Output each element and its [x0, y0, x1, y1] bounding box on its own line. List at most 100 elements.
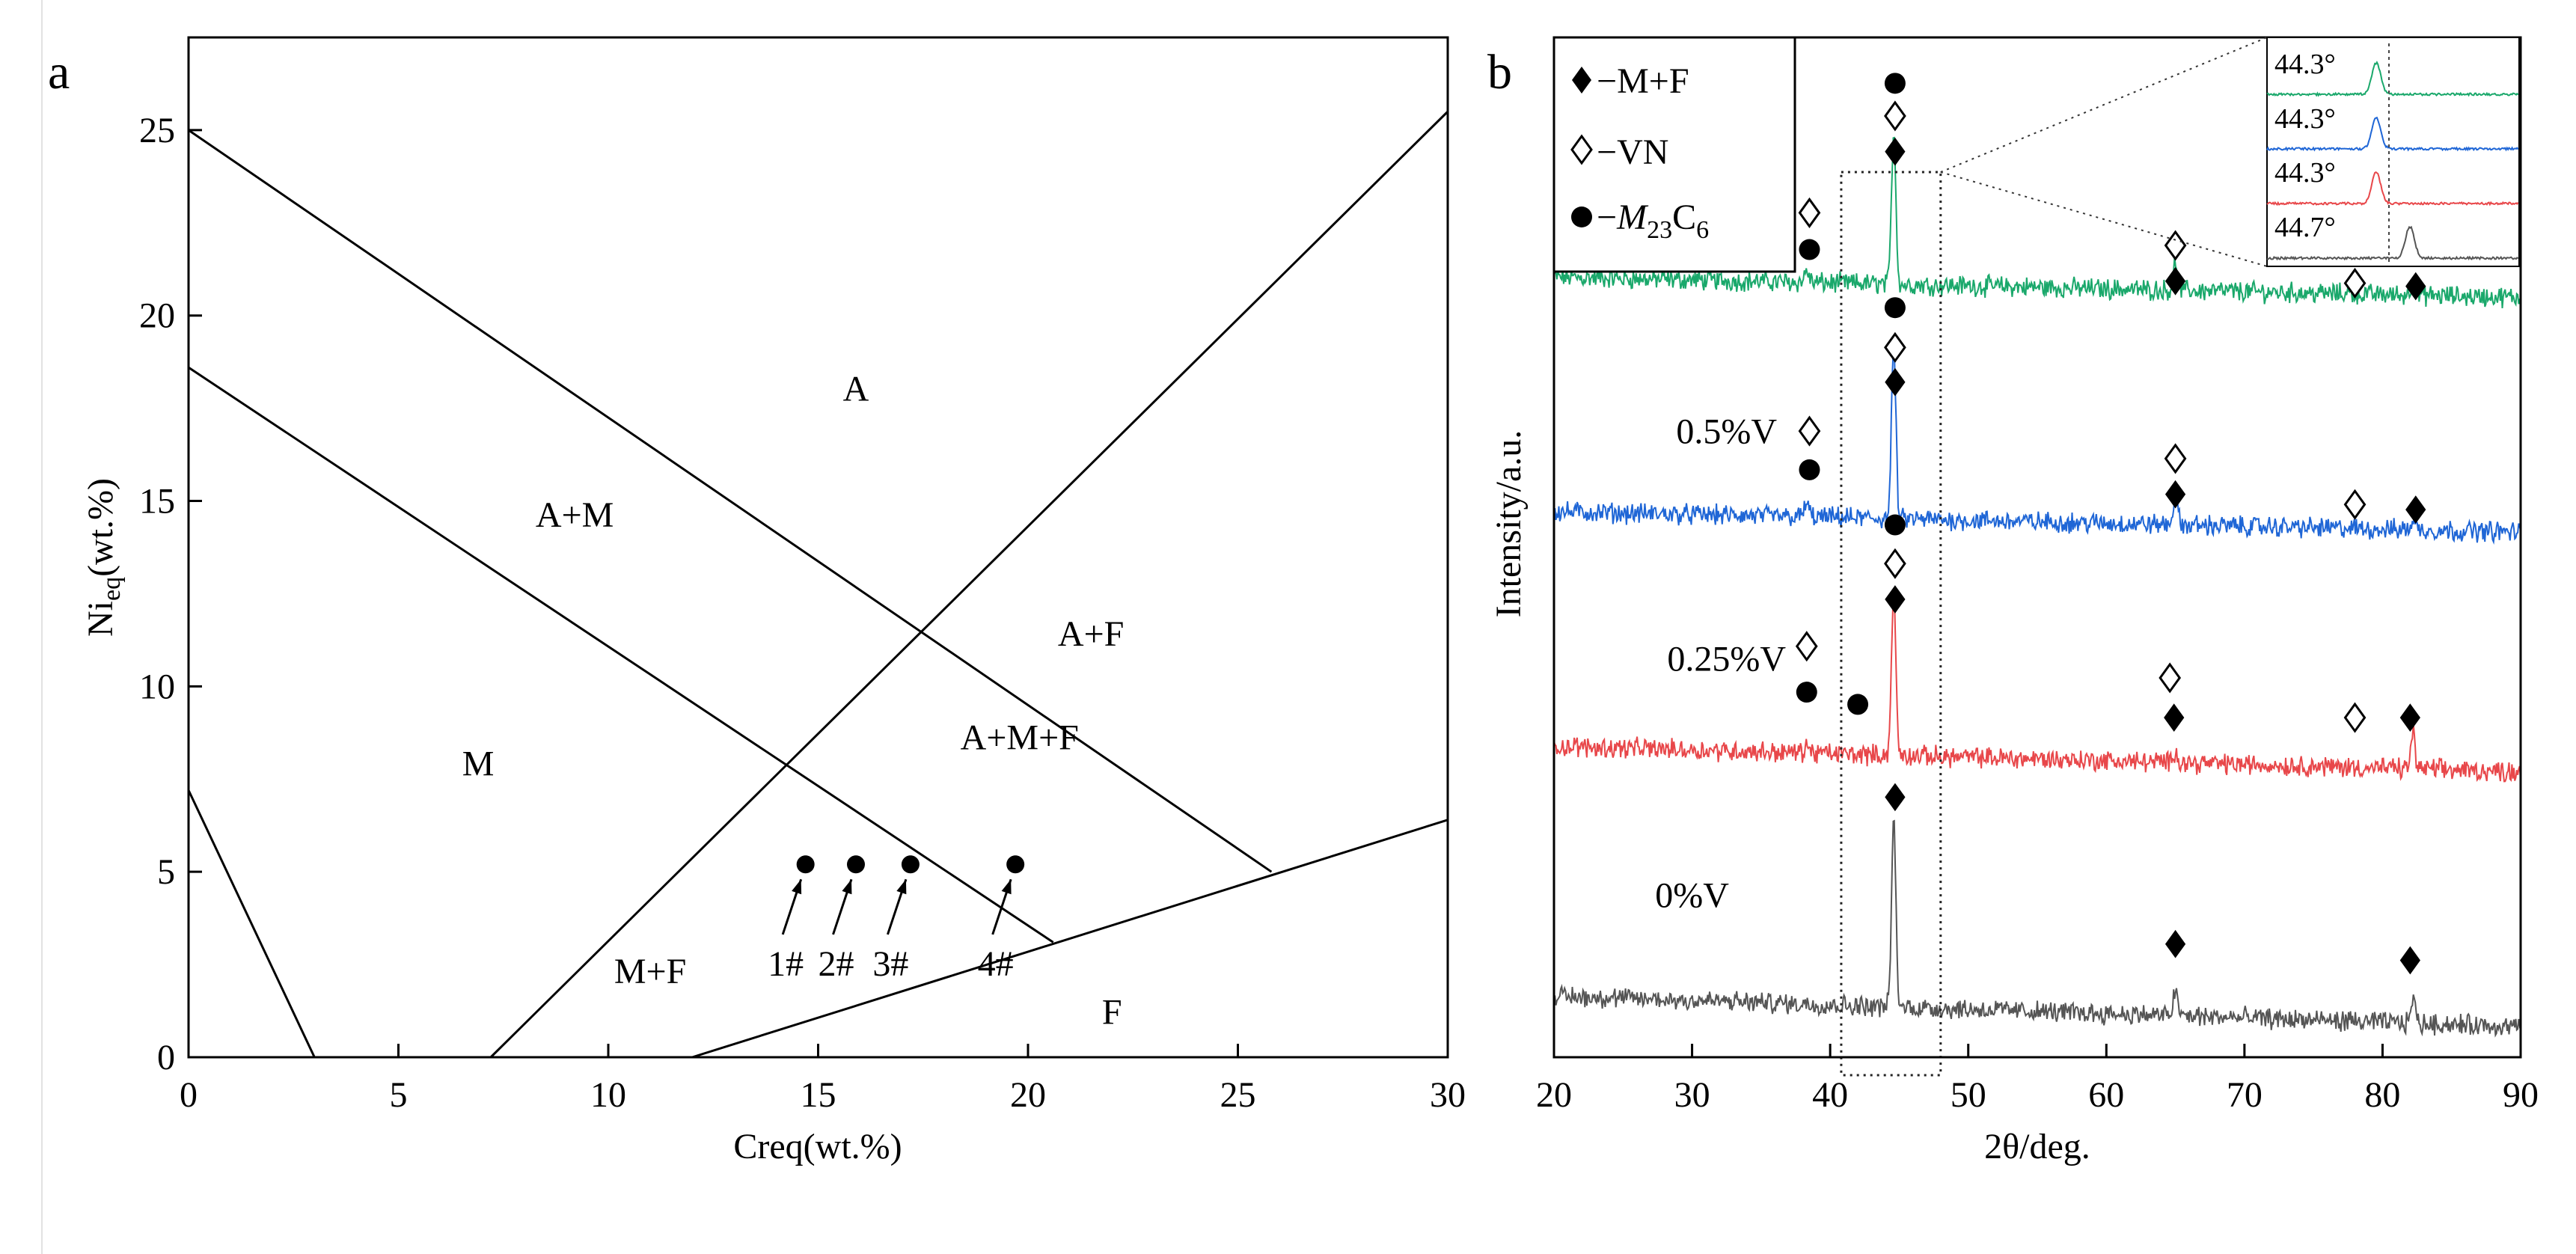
x-tick-label-20: 20 — [1010, 1075, 1046, 1115]
marker-0-5-v-7-diamond-open — [2343, 489, 2367, 520]
xrd-trace-1-v — [1553, 136, 2521, 308]
y-tick-label-25: 25 — [139, 111, 175, 150]
inset-label-4: 44.7° — [2274, 212, 2336, 243]
sample-arrowhead-3 — [896, 879, 907, 895]
region-label-m: M — [462, 744, 495, 783]
legend-symbol-circle-filled — [1571, 207, 1592, 227]
b-x-tick-label-20: 20 — [1536, 1075, 1572, 1115]
panel-a-region-labels: A A+M A+F A+M+F M M+F F — [462, 370, 1125, 1033]
panel-a-label: a — [48, 45, 70, 100]
sample-point-2 — [846, 855, 865, 874]
marker-1-v-7-diamond-open — [2343, 267, 2367, 299]
panel-a-ticks: 0 5 10 15 20 25 30 0 5 10 15 20 25 — [139, 111, 1466, 1115]
marker-1-v-1-circle-filled — [1799, 239, 1820, 260]
marker-0-25-v-7-diamond-filled — [2164, 703, 2185, 732]
marker-0-v-2-diamond-filled — [2399, 946, 2420, 975]
xrd-trace-0-5-v — [1553, 346, 2521, 545]
marker-0-5-v-4-diamond-filled — [1885, 367, 1906, 397]
sample-label-1: 1# — [768, 944, 804, 984]
marker-0-25-v-9-diamond-filled — [2399, 703, 2420, 732]
y-tick-label-20: 20 — [139, 296, 175, 336]
marker-0-v-0-diamond-filled — [1885, 783, 1906, 812]
inset-traces — [2266, 61, 2519, 261]
marker-0-25-v-4-diamond-open — [1884, 548, 1906, 579]
marker-0-5-v-2-circle-filled — [1884, 297, 1906, 319]
panel-b-legend: −M+F −VN −M23C6 — [1552, 36, 1796, 273]
y-tick-label-0: 0 — [157, 1038, 175, 1077]
x-tick-label-0: 0 — [180, 1075, 198, 1115]
inset-trace-1-v — [2266, 61, 2519, 97]
marker-0-25-v-1-circle-filled — [1796, 682, 1817, 703]
inset-label-3: 44.3° — [2274, 157, 2336, 189]
inset-trace-0-5-v — [2266, 116, 2519, 152]
inset-connector-top — [1940, 37, 2268, 173]
marker-0-25-v-6-diamond-open — [2159, 662, 2182, 694]
b-x-tick-label-40: 40 — [1812, 1075, 1848, 1115]
panel-b-frame — [1552, 36, 2522, 1059]
marker-1-v-4-diamond-filled — [1885, 137, 1906, 166]
x-tick-label-25: 25 — [1220, 1075, 1256, 1115]
marker-0-5-v-1-circle-filled — [1799, 459, 1820, 480]
sample-arrowhead-1 — [792, 879, 802, 895]
legend-entry-mf: −M+F — [1597, 61, 1689, 101]
panel-a: a A A+M A+F A+M+F M M+F F 1# 2# 3# 4# 0 5 10 15 20 25 3… — [48, 36, 1466, 1166]
x-tick-label-15: 15 — [801, 1075, 836, 1115]
legend-m23c6-sub2: 6 — [1696, 216, 1709, 244]
sample-point-1 — [796, 855, 815, 874]
panel-b-series-labels: 1%V0.5%V0.25%V0%V — [1655, 204, 1786, 915]
y-tick-label-15: 15 — [139, 482, 175, 522]
marker-0-5-v-5-diamond-open — [2164, 443, 2187, 474]
panel-a-y-axis-label-sub: eq — [98, 577, 126, 601]
panel-b-highlight-box — [1840, 171, 1942, 1077]
panel-b-x-axis-label: 2θ/deg. — [1984, 1127, 2090, 1166]
y-tick-label-5: 5 — [157, 852, 175, 892]
sample-point-3 — [901, 855, 920, 874]
inset-trace-0-v — [2266, 225, 2519, 261]
panel-b-markers — [1795, 73, 2426, 975]
panel-b-series — [1553, 136, 2521, 1038]
marker-0-25-v-5-diamond-filled — [1885, 585, 1906, 614]
legend-entry-vn: −VN — [1597, 132, 1668, 172]
series-label-0-5-v: 0.5%V — [1676, 412, 1777, 451]
boundary-a-m-lower — [188, 366, 1054, 943]
marker-1-v-2-circle-filled — [1884, 73, 1906, 94]
x-tick-label-5: 5 — [390, 1075, 408, 1115]
series-label-0-v: 0%V — [1655, 876, 1729, 916]
b-x-tick-label-50: 50 — [1951, 1075, 1986, 1115]
region-label-a: A — [843, 370, 869, 409]
legend-m23c6-mid: C — [1672, 198, 1696, 237]
b-x-tick-label-80: 80 — [2364, 1075, 2400, 1115]
inset-connectors — [1940, 37, 2268, 267]
sample-arrowhead-2 — [842, 879, 852, 895]
sample-point-4 — [1006, 855, 1025, 874]
panel-a-y-axis-label: Nieq(wt.%) — [81, 478, 126, 637]
inset-trace-0-25-v — [2266, 171, 2519, 207]
series-label-0-25-v: 0.25%V — [1667, 639, 1786, 679]
sample-label-4: 4# — [978, 944, 1014, 984]
inset-label-1: 44.3° — [2274, 49, 2336, 80]
legend-frame — [1552, 36, 1796, 273]
inset-frame — [2266, 37, 2520, 267]
marker-1-v-8-diamond-filled — [2405, 272, 2426, 301]
y-tick-label-10: 10 — [139, 667, 175, 706]
boundary-a-f — [489, 111, 1449, 1059]
legend-m23c6-pre: − — [1597, 198, 1617, 237]
b-x-tick-label-90: 90 — [2503, 1075, 2539, 1115]
x-tick-label-10: 10 — [590, 1075, 626, 1115]
inset-label-2: 44.3° — [2274, 103, 2336, 135]
inset-connector-bottom — [1940, 171, 2268, 267]
sample-label-2: 2# — [819, 944, 854, 984]
panel-a-x-axis-label: Creq(wt.%) — [733, 1127, 902, 1166]
marker-0-v-1-diamond-filled — [2164, 929, 2186, 958]
boundary-m-left — [187, 789, 316, 1058]
marker-0-5-v-8-diamond-filled — [2405, 495, 2426, 524]
marker-0-5-v-0-diamond-open — [1798, 415, 1821, 447]
boundary-f-bottom — [691, 819, 1448, 1059]
marker-1-v-3-diamond-open — [1884, 100, 1906, 132]
region-label-f: F — [1102, 992, 1122, 1032]
legend-symbol-diamond-open — [1570, 134, 1593, 165]
xrd-trace-0-v — [1553, 819, 2521, 1038]
marker-0-5-v-6-diamond-filled — [2164, 480, 2186, 509]
region-label-a-m: A+M — [536, 495, 614, 535]
